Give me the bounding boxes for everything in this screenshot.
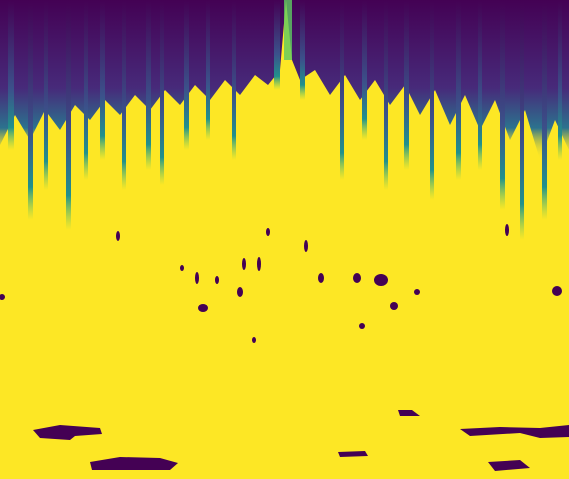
bottom-blobs [33, 410, 569, 471]
streaks [8, 0, 562, 240]
bright-streak [284, 0, 292, 60]
dark-band [0, 0, 569, 160]
spots [0, 224, 562, 343]
